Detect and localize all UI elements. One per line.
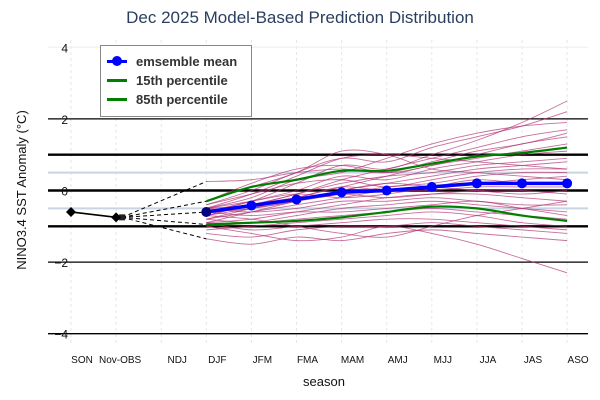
mean-point: [517, 178, 527, 189]
y-tick-label: 0: [61, 185, 68, 199]
x-axis-label: season: [303, 374, 345, 389]
percentile-lines: [205, 146, 568, 226]
ensemble-member-line: [206, 182, 568, 213]
percentile-line: [205, 146, 568, 203]
y-axis-label: NINO3.4 SST Anomaly (°C): [14, 110, 29, 270]
observed-point: [111, 212, 122, 223]
mean-point: [291, 194, 302, 205]
legend-label-p15: 15th percentile: [136, 72, 228, 88]
mean-point: [201, 206, 212, 217]
ensemble-member-line: [206, 193, 568, 224]
y-tick-label: 2: [61, 113, 68, 127]
legend-item-p15[interactable]: 15th percentile: [107, 71, 228, 89]
percentile-line: [206, 205, 568, 226]
y-tick-labels: 4 2 0 −2 −4: [54, 41, 68, 341]
observed-line: [66, 206, 122, 223]
x-tick-label: JJA: [480, 355, 497, 366]
x-tick-label: SON: [71, 355, 93, 366]
legend-swatch-mean: [107, 56, 127, 66]
ensemble-mean: [201, 178, 573, 217]
y-tick-label: 4: [61, 41, 68, 55]
x-tick-label: MJJ: [434, 355, 452, 366]
dashed-link-line: [122, 211, 207, 218]
x-tick-label: DJF: [208, 355, 226, 366]
ensemble-member-line: [206, 154, 568, 209]
x-tick-label: MAM: [341, 355, 364, 366]
ensemble-member-line: [206, 229, 568, 245]
x-tick-label: JFM: [253, 355, 272, 366]
ensemble-member-line: [206, 200, 568, 217]
legend: emsemble mean 15th percentile 85th perce…: [100, 45, 252, 117]
dashed-link-line: [121, 216, 207, 240]
dashed-link-line: [122, 216, 207, 226]
mean-point: [562, 178, 573, 189]
ensemble-member-line: [206, 132, 568, 182]
dashed-links: [119, 181, 207, 240]
dashed-link-line: [121, 181, 207, 218]
chart-title: Dec 2025 Model-Based Prediction Distribu…: [126, 8, 474, 27]
observed-line-path: [70, 211, 117, 219]
x-tick-label: ASO: [568, 355, 589, 366]
reference-lines: [48, 118, 588, 335]
mean-point: [336, 187, 347, 198]
observed-point: [66, 206, 76, 217]
ensemble-member-line: [206, 218, 568, 231]
y-tick-label: −2: [54, 256, 68, 270]
x-tick-label: Nov-OBS: [99, 355, 142, 366]
legend-label-p85: 85th percentile: [136, 91, 228, 107]
ensemble-member-line: [206, 122, 568, 209]
dashed-link-line: [122, 200, 207, 218]
mean-point: [426, 181, 437, 192]
x-tick-labels: SON Nov-OBS NDJ DJF JFM FMA MAM AMJ MJJ JJA JAS ASO: [71, 355, 589, 366]
ensemble-member-line: [206, 197, 568, 213]
mean-point: [471, 178, 482, 189]
legend-item-mean[interactable]: emsemble mean: [107, 52, 237, 70]
ensemble-member-line: [206, 211, 568, 231]
legend-swatch-p85: [107, 97, 127, 101]
ensemble-member-line: [206, 150, 568, 213]
ensemble-member-line: [206, 225, 568, 274]
y-tick-label: −4: [54, 328, 68, 342]
x-tick-label: JAS: [524, 355, 543, 366]
legend-swatch-p15: [107, 78, 127, 82]
legend-item-p85[interactable]: 85th percentile: [107, 90, 228, 108]
x-tick-label: FMA: [297, 355, 318, 366]
x-tick-label: NDJ: [167, 355, 186, 366]
dashed-link-origin-marker: [119, 214, 126, 221]
x-tick-label: AMJ: [388, 355, 408, 366]
legend-label-mean: emsemble mean: [136, 53, 238, 69]
mean-point: [246, 200, 257, 211]
ensemble-member-line: [206, 200, 568, 238]
mean-point: [381, 185, 392, 196]
